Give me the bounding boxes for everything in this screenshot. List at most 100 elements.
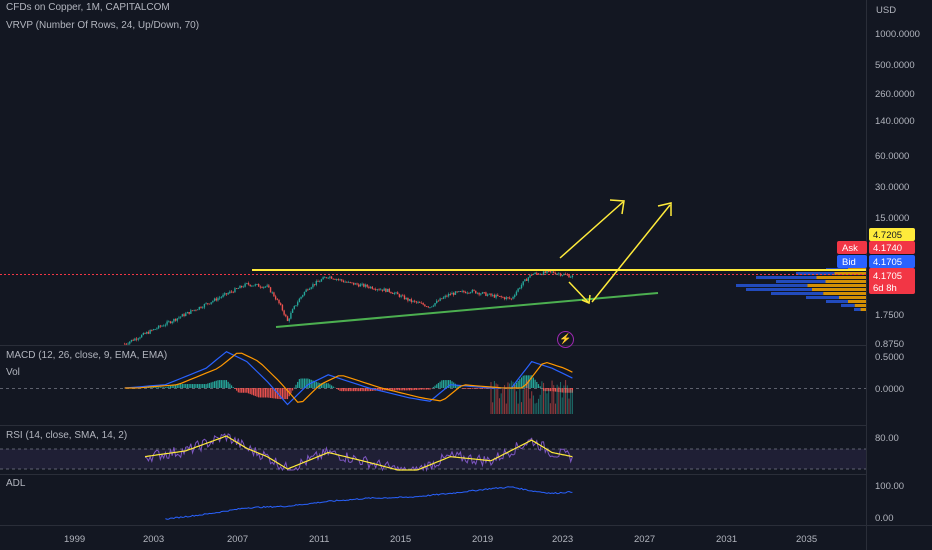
candle-body: [410, 299, 412, 302]
adl-legend[interactable]: ADL: [6, 478, 26, 489]
candle-body: [475, 290, 477, 294]
candle-body: [135, 338, 138, 340]
candle-body: [481, 292, 484, 294]
candle-body: [310, 287, 312, 289]
candle-body: [208, 303, 211, 305]
candle-body: [218, 297, 221, 299]
candle-body: [369, 286, 372, 288]
candle-body: [563, 274, 565, 276]
candle-body: [508, 297, 511, 299]
candle-body: [166, 321, 168, 325]
volume-profile-bar-up: [841, 304, 855, 307]
candle-body: [415, 301, 418, 303]
candle-body: [147, 332, 150, 334]
rsi-legend[interactable]: RSI (14, close, SMA, 14, 2): [6, 430, 128, 441]
candle-body: [322, 277, 324, 280]
candle-body: [176, 318, 178, 321]
candle-body: [242, 286, 245, 288]
candle-body: [278, 299, 280, 304]
candle-body: [274, 296, 277, 300]
candle-body: [159, 325, 162, 327]
candle-body: [222, 294, 224, 297]
candle-body: [130, 339, 133, 342]
price-tick-1000: 1000.0000: [875, 29, 920, 40]
candle-body: [420, 302, 423, 304]
candle-body: [458, 291, 460, 293]
candle-body: [185, 313, 187, 317]
candle-body: [335, 279, 338, 280]
drawings[interactable]: [252, 199, 866, 328]
candle-body: [427, 306, 429, 308]
time-label-2023: 2023: [552, 534, 573, 545]
candle-body: [566, 274, 569, 276]
candle-body: [288, 318, 290, 321]
vrvp-legend[interactable]: VRVP (Number Of Rows, 24, Up/Down, 70): [6, 20, 200, 31]
candle-body: [536, 272, 538, 274]
bid-label: Bid: [842, 257, 856, 268]
candle-body: [451, 292, 453, 295]
candle-body: [281, 304, 284, 311]
candle-body: [466, 292, 468, 294]
candle-body: [378, 289, 380, 291]
candle-body: [459, 291, 462, 293]
candle-body: [202, 307, 204, 309]
volume-profile-bar-down: [860, 308, 866, 311]
time-label-2031: 2031: [716, 534, 737, 545]
candle-body: [564, 274, 567, 275]
volume-profile-bar-up: [854, 308, 861, 311]
candle-body: [471, 289, 474, 293]
candle-body: [497, 294, 499, 297]
price-axis-currency: USD: [876, 5, 896, 16]
candle-body: [452, 292, 455, 295]
candle-body: [151, 330, 153, 331]
candle-body: [405, 297, 407, 300]
candle-body: [546, 270, 548, 273]
candle-body: [532, 273, 535, 275]
candle-body: [483, 292, 485, 294]
candle-body: [468, 292, 470, 294]
macd-legend[interactable]: MACD (12, 26, close, 9, EMA, EMA): [6, 350, 168, 361]
candle-body: [407, 297, 409, 301]
candle-body: [391, 293, 394, 294]
candle-body: [237, 288, 240, 290]
candle-body: [425, 306, 428, 308]
vol-legend[interactable]: Vol: [6, 367, 20, 378]
candle-body: [154, 329, 156, 330]
volume-profile-bar-down: [834, 272, 866, 275]
lightning-icon[interactable]: ⚡: [557, 331, 574, 348]
candle-body: [485, 292, 487, 296]
candle-body: [132, 339, 134, 341]
candle-body: [224, 293, 226, 295]
candle-body: [558, 273, 560, 275]
candle-body: [498, 296, 501, 297]
candle-body: [437, 300, 440, 302]
candle-body: [486, 294, 489, 296]
candle-body: [473, 289, 475, 291]
candle-body: [205, 303, 207, 305]
candle-body: [149, 330, 151, 334]
time-label-2035: 2035: [796, 534, 817, 545]
candle-body: [446, 295, 448, 297]
candle-body: [235, 288, 238, 290]
arrow-up-1-head: [609, 199, 625, 215]
candle-body: [525, 279, 528, 281]
adl-axis: 100.00 0.00: [875, 481, 904, 524]
candle-body: [266, 285, 268, 287]
price-tags: 4.7205 Ask 4.1740 Bid 4.1705 4.1705 6d 8…: [837, 228, 915, 294]
symbol-legend[interactable]: CFDs on Copper, 1M, CAPITALCOM: [6, 2, 170, 13]
candle-body: [514, 295, 516, 297]
candle-body: [368, 286, 370, 288]
candle-body: [500, 296, 502, 297]
candle-body: [442, 297, 445, 299]
candle-body: [134, 338, 136, 341]
candle-body: [227, 293, 229, 295]
volume-profile-bar-up: [736, 284, 808, 287]
candle-body: [225, 293, 228, 295]
candle-body: [256, 284, 258, 285]
candle-body: [388, 288, 390, 292]
candle-body: [230, 291, 233, 293]
time-axis: 1999 2003 2007 2011 2015 2019 2023 2027 …: [64, 534, 817, 545]
candle-body: [307, 289, 309, 291]
time-label-2027: 2027: [634, 534, 655, 545]
